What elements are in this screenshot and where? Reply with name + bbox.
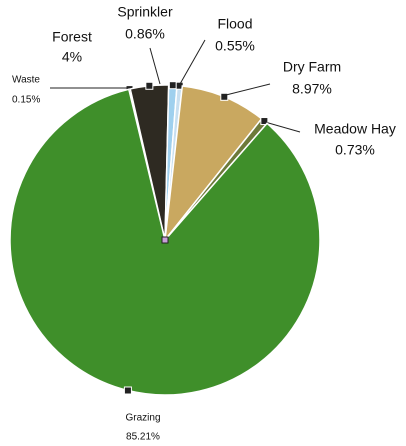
slice-marker	[123, 386, 132, 395]
category-label: Waste	[12, 75, 40, 86]
category-label: Sprinkler	[117, 4, 173, 20]
leader-line	[179, 39, 206, 85]
leader-line	[264, 121, 301, 133]
slice-marker	[168, 81, 177, 90]
category-label: Grazing	[125, 413, 160, 424]
value-label: 8.97%	[292, 81, 332, 97]
value-label: 0.15%	[12, 95, 40, 106]
value-label: 0.55%	[215, 38, 255, 54]
category-label: Flood	[217, 16, 252, 32]
slice-marker	[220, 92, 229, 101]
slice-marker	[145, 81, 154, 90]
center-marker	[161, 236, 169, 244]
category-label: Meadow Hay	[314, 121, 396, 137]
value-label: 85.21%	[126, 432, 160, 443]
value-label: 0.73%	[335, 142, 375, 158]
category-label: Dry Farm	[283, 59, 341, 75]
category-label: Forest	[52, 29, 92, 45]
value-label: 4%	[62, 49, 82, 65]
leader-line	[149, 47, 161, 85]
slice-marker	[260, 117, 269, 126]
leader-line	[221, 83, 271, 97]
value-label: 0.86%	[125, 26, 165, 42]
